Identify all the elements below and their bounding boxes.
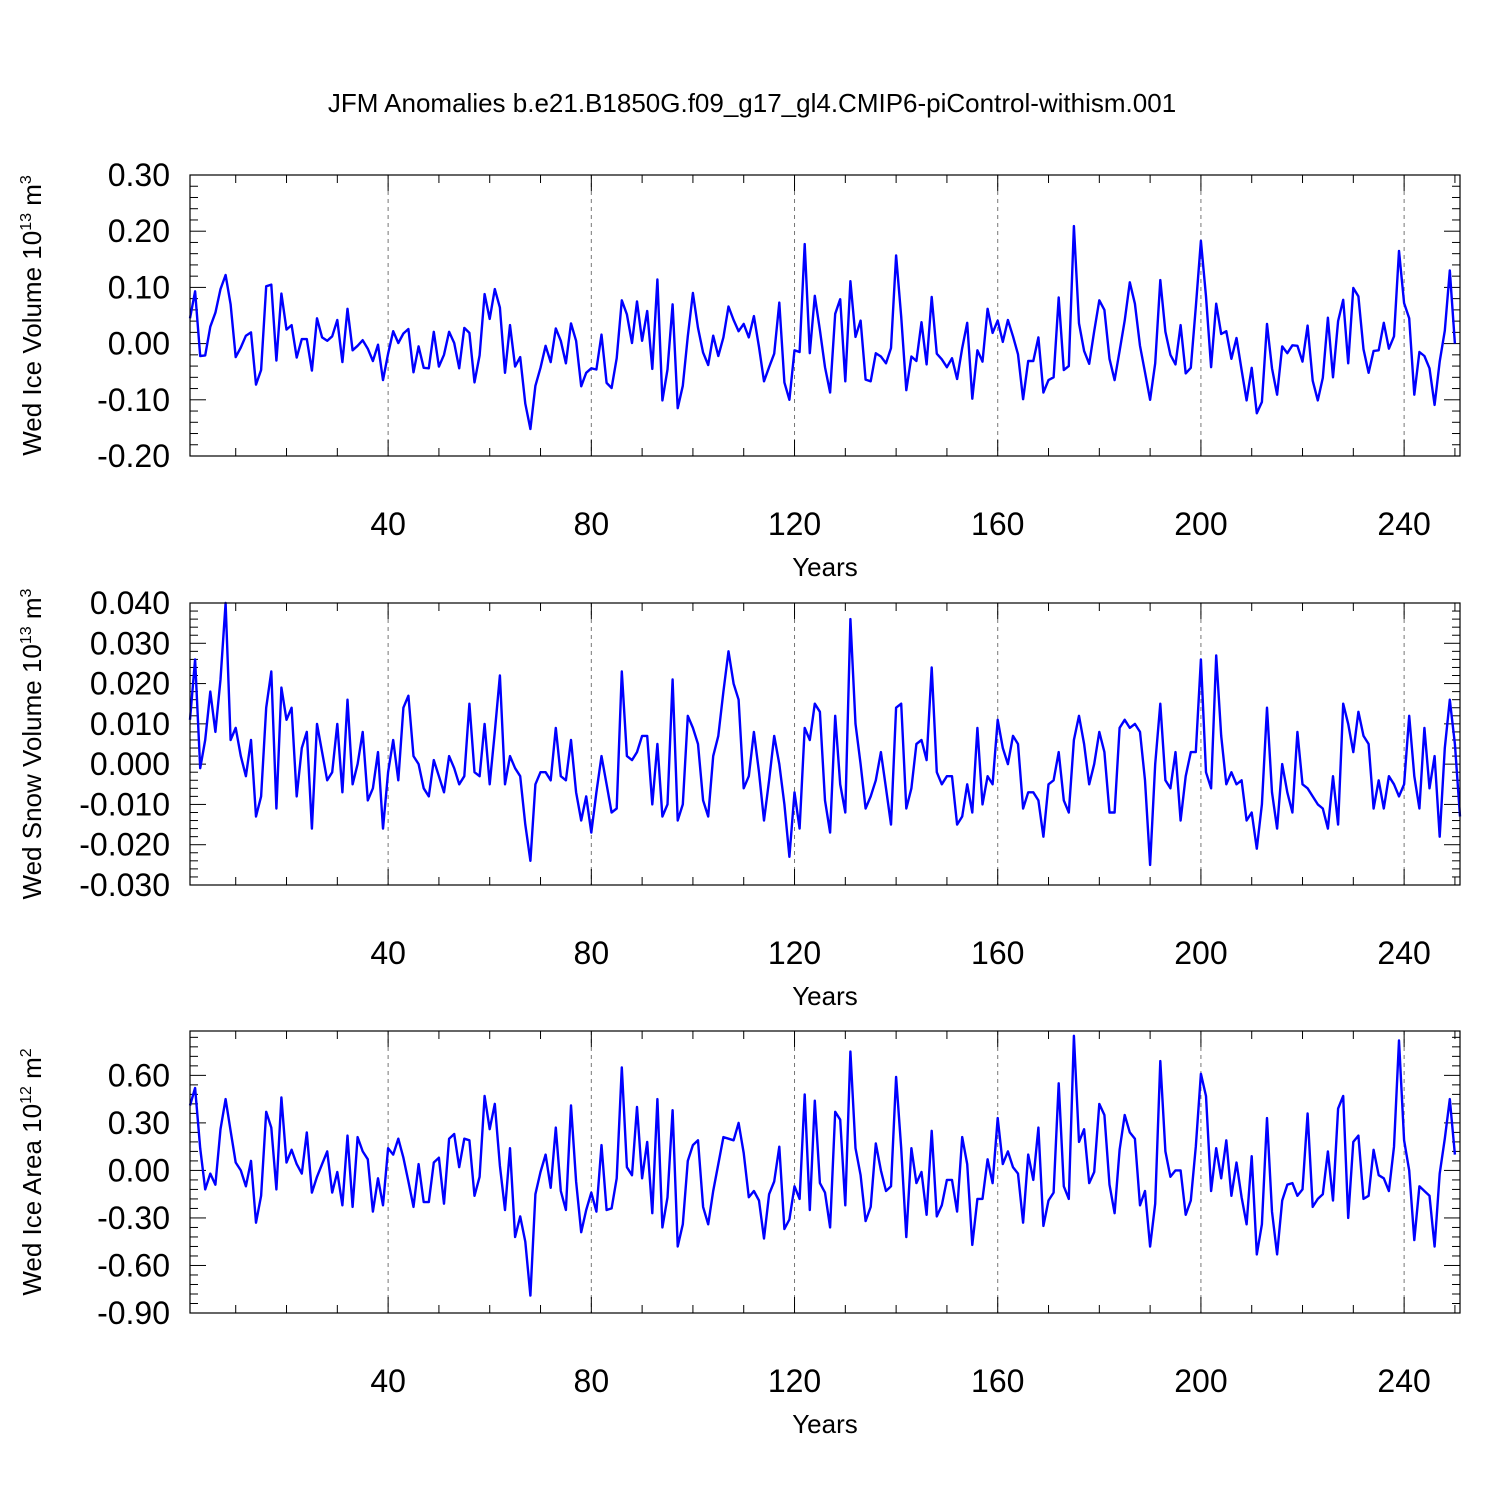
y-tick-label: 0.20 [108, 213, 170, 249]
panels-container: -0.20 -0.10 0.00 0.10 0.20 0.30 40 80 120 160 200 2… [17, 157, 1462, 1439]
series-line-ice-area [188, 1034, 1457, 1297]
y-axis-label-text: m [17, 1057, 47, 1086]
y-axis-label: Wed Ice Volume 1013 m3 [17, 175, 47, 456]
y-axis-label-text: Wed Ice Area 10 [17, 1104, 47, 1296]
x-tick-label: 120 [768, 935, 821, 971]
x-tick-label: 80 [574, 1363, 610, 1399]
y-tick-label: -0.10 [97, 382, 170, 418]
plot-frame [189, 602, 1461, 886]
y-tick-label: -0.20 [97, 438, 170, 474]
y-axis-label-exponent: 3 [18, 588, 35, 597]
x-tick-label: 120 [768, 1363, 821, 1399]
y-tick-label: -0.020 [79, 827, 170, 863]
y-axis-label-exponent: 13 [18, 213, 35, 231]
y-axis-label: Wed Snow Volume 1013 m3 [17, 588, 47, 899]
plot-frame [189, 1030, 1461, 1314]
x-tick-label: 200 [1174, 506, 1227, 542]
x-tick-label: 240 [1377, 1363, 1430, 1399]
y-tick-label: 0.10 [108, 269, 170, 305]
y-tick-label: 0.30 [108, 157, 170, 193]
y-axis-label-exponent: 13 [18, 626, 35, 644]
x-tick-label: 160 [971, 935, 1024, 971]
y-tick-label: 0.30 [108, 1105, 170, 1141]
x-axis-label: Years [792, 552, 858, 582]
y-tick-label: 0.020 [90, 666, 170, 702]
y-tick-label: -0.030 [79, 867, 170, 903]
panel-ice-area: -0.90 -0.60 -0.30 0.00 0.30 0.60 40 80 120 160 200… [17, 1030, 1461, 1439]
y-tick-label: 0.00 [108, 326, 170, 362]
x-tick-label: 240 [1377, 506, 1430, 542]
y-tick-label: -0.90 [97, 1295, 170, 1331]
series-line-ice-volume [188, 224, 1457, 431]
y-tick-label: 0.000 [90, 746, 170, 782]
x-tick-label: 120 [768, 506, 821, 542]
y-tick-label: -0.010 [79, 786, 170, 822]
y-axis-label-exponent: 12 [18, 1086, 35, 1104]
x-tick-label: 160 [971, 1363, 1024, 1399]
y-axis-label-text: Wed Snow Volume 10 [17, 644, 47, 899]
x-axis-label: Years [792, 1409, 858, 1439]
y-axis-label-text: m [17, 184, 47, 213]
y-tick-label: 0.60 [108, 1057, 170, 1093]
x-tick-label: 200 [1174, 935, 1227, 971]
x-tick-label: 200 [1174, 1363, 1227, 1399]
panel-snow-volume: -0.030 -0.020 -0.010 0.000 0.010 0.020 0.030 0.… [17, 585, 1462, 1011]
panel-ice-volume: -0.20 -0.10 0.00 0.10 0.20 0.30 40 80 120 160 200 2… [17, 157, 1461, 582]
x-tick-label: 240 [1377, 935, 1430, 971]
y-tick-label: 0.00 [108, 1152, 170, 1188]
y-tick-label: -0.60 [97, 1247, 170, 1283]
chart-title: JFM Anomalies b.e21.B1850G.f09_g17_gl4.C… [328, 88, 1176, 118]
y-tick-label: -0.30 [97, 1200, 170, 1236]
y-axis-label-exponent: 3 [18, 175, 35, 184]
x-tick-label: 40 [370, 1363, 406, 1399]
x-axis-label: Years [792, 981, 858, 1011]
y-axis-label: Wed Ice Area 1012 m2 [17, 1048, 47, 1295]
y-axis-label-exponent: 2 [18, 1048, 35, 1057]
series-line-snow-volume [188, 601, 1462, 867]
y-axis-label-text: m [17, 597, 47, 626]
x-tick-label: 40 [370, 506, 406, 542]
x-tick-label: 160 [971, 506, 1024, 542]
x-tick-label: 80 [574, 935, 610, 971]
y-tick-label: 0.030 [90, 625, 170, 661]
y-axis-label-text: Wed Ice Volume 10 [17, 231, 47, 456]
y-tick-label: 0.040 [90, 585, 170, 621]
x-tick-label: 40 [370, 935, 406, 971]
x-tick-label: 80 [574, 506, 610, 542]
y-tick-label: 0.010 [90, 706, 170, 742]
plot-frame [189, 174, 1461, 457]
